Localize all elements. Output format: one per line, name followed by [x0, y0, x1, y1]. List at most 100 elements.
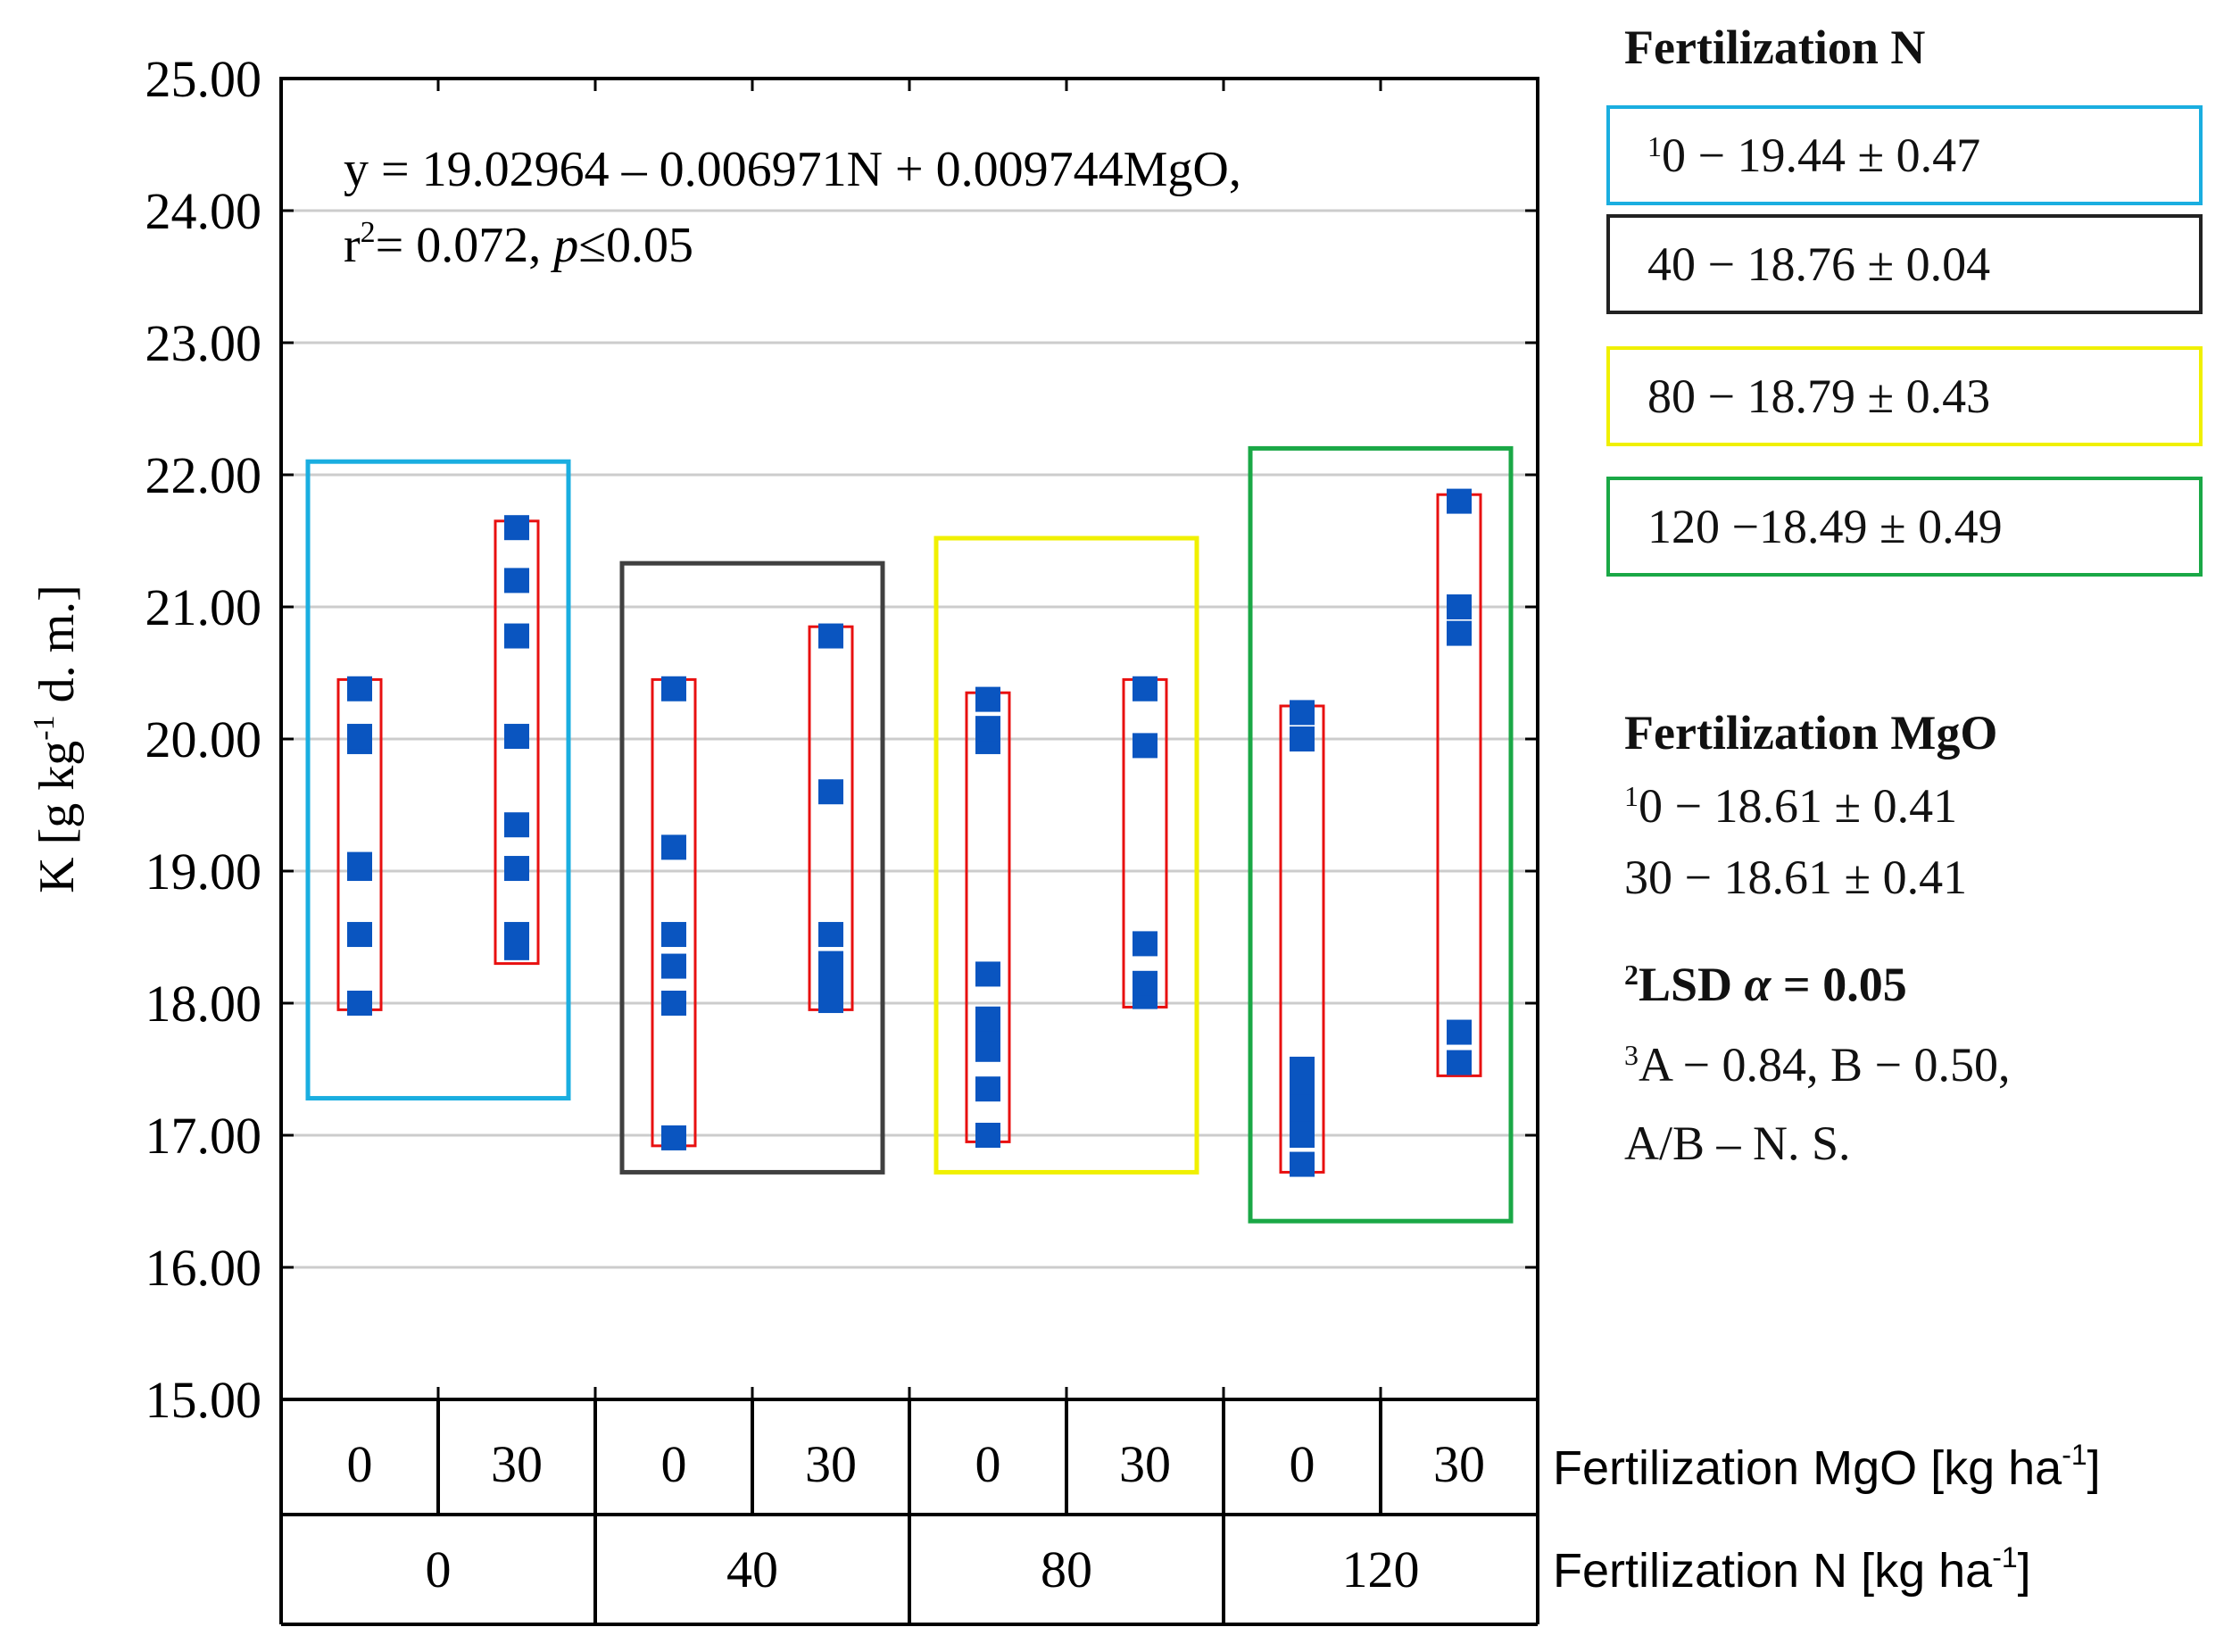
legend-n-entry-3: 120 −18.49 ± 0.49	[1606, 477, 2203, 577]
data-point	[975, 686, 1000, 712]
data-point	[1447, 620, 1472, 646]
p-value: ≤0.05	[578, 218, 693, 273]
lsd-line-3: 3A − 0.84, B − 0.50,	[1624, 1037, 2010, 1092]
lsd-title: 2LSD α = 0.05	[1624, 957, 1907, 1012]
y-axis-label-sup: -1	[28, 715, 61, 740]
legend-mgo-title: Fertilization MgO	[1624, 706, 1998, 760]
n-category-label: 40	[726, 1540, 778, 1598]
data-point	[347, 851, 372, 877]
y-tick-label: 21.00	[145, 578, 262, 636]
axis-ticks: 15.00 16.00 17.00 18.00 19.00 20.00 21.00 22.00…	[145, 50, 1538, 1429]
data-point	[347, 724, 372, 750]
legend-mgo-line-1-text: 0 − 18.61 ± 0.41	[1639, 779, 1958, 833]
n-axis-label-sup: -1	[1992, 1541, 2017, 1573]
data-point	[347, 991, 372, 1016]
y-tick-label: 18.00	[145, 975, 262, 1033]
data-point	[818, 922, 843, 948]
y-tick-label: 22.00	[145, 446, 262, 504]
data-point	[818, 623, 843, 649]
grid-lines	[281, 209, 1538, 1269]
data-point	[818, 975, 843, 1000]
data-point	[818, 951, 843, 976]
data-point	[661, 676, 686, 701]
n-axis-label-main: Fertilization N [kg ha	[1553, 1544, 1993, 1598]
data-point	[1447, 1050, 1472, 1075]
n-axis-label-close: ]	[2018, 1544, 2031, 1598]
data-point	[504, 568, 529, 594]
mgo-category-label: 30	[491, 1435, 543, 1493]
data-point	[661, 953, 686, 979]
legend-n-title: Fertilization N	[1624, 21, 1926, 74]
y-tick-label: 17.00	[145, 1107, 262, 1165]
data-point	[975, 716, 1000, 742]
legend-n-entry-2-text: 80 − 18.79 ± 0.43	[1647, 369, 1991, 423]
data-point	[1290, 700, 1315, 726]
data-point	[1133, 733, 1157, 759]
y-axis-label-main: K [g kg	[29, 741, 85, 893]
range-box	[1436, 493, 1482, 1077]
mgo-category-label: 0	[975, 1435, 1001, 1493]
data-point	[661, 991, 686, 1016]
data-point	[818, 779, 843, 805]
mgo-category-label: 30	[1119, 1435, 1171, 1493]
data-point	[1447, 594, 1472, 619]
legend-n-entry-2: 80 − 18.79 ± 0.43	[1606, 346, 2203, 446]
data-point	[975, 1036, 1000, 1062]
data-point	[975, 1076, 1000, 1102]
legend-mgo-line-1: 10 − 18.61 ± 0.41	[1624, 778, 1957, 834]
legend-n-entry-0-text: 0 − 19.44 ± 0.47	[1662, 129, 1981, 182]
y-tick-label: 24.00	[145, 182, 262, 240]
lsd-label: LSD	[1639, 958, 1745, 1011]
equation-text: y = 19.02964 – 0.006971N + 0.009744MgO,	[344, 142, 1241, 197]
mgo-category-label: 0	[347, 1435, 373, 1493]
data-point	[504, 623, 529, 649]
r2-sup: 2	[361, 216, 376, 249]
data-point	[975, 1006, 1000, 1032]
data-point	[1447, 488, 1472, 514]
r2-text: r2= 0.072, p≤0.05	[344, 216, 693, 273]
mgo-axis-label-main: Fertilization MgO [kg ha	[1553, 1441, 2062, 1495]
data-point	[1290, 1151, 1315, 1177]
data-point	[1447, 1019, 1472, 1045]
y-tick-label: 25.00	[145, 50, 262, 108]
data-point	[347, 922, 372, 948]
lsd-sup: 2	[1624, 959, 1639, 991]
range-box	[1122, 677, 1168, 1009]
category-table: 0 30 0 30 0 30 0 30 0 40 80 120	[279, 1399, 1539, 1626]
legend-mgo-line-1-sup: 1	[1624, 780, 1639, 812]
data-point	[1290, 1057, 1315, 1082]
lsd-line-3-text: A − 0.84, B − 0.50,	[1639, 1038, 2011, 1092]
n-group-boxes	[305, 445, 1514, 1224]
data-point	[661, 1125, 686, 1150]
n-axis-label: Fertilization N [kg ha-1]	[1553, 1541, 2031, 1598]
legend-n-entry-3-text: 120 −18.49 ± 0.49	[1647, 500, 2003, 553]
y-axis-label-tail: d. m.]	[29, 585, 85, 715]
lsd-line-3-sup: 3	[1624, 1039, 1639, 1071]
data-point	[504, 856, 529, 882]
mgo-category-label: 0	[1290, 1435, 1315, 1493]
data-point	[1133, 931, 1157, 957]
range-box	[651, 677, 697, 1148]
mgo-category-label: 0	[661, 1435, 687, 1493]
legend-n-entry-0-sup: 1	[1647, 129, 1662, 162]
data-point	[504, 812, 529, 838]
legend-n-entry-1-text: 40 − 18.76 ± 0.04	[1647, 237, 1991, 291]
data-point	[504, 724, 529, 750]
data-point	[1133, 970, 1157, 996]
n-group-box-120	[1248, 445, 1514, 1224]
n-category-label: 120	[1342, 1540, 1420, 1598]
r2-value: = 0.072,	[376, 218, 554, 273]
n-group-box-0	[305, 459, 571, 1101]
mgo-axis-label: Fertilization MgO [kg ha-1]	[1553, 1439, 2101, 1495]
data-point	[1290, 726, 1315, 751]
data-point	[661, 834, 686, 860]
legend-mgo-line-2: 30 − 18.61 ± 0.41	[1624, 851, 1968, 904]
y-tick-label: 23.00	[145, 314, 262, 372]
r2-prefix: r	[344, 218, 361, 273]
y-tick-label: 16.00	[145, 1239, 262, 1297]
data-point	[504, 515, 529, 541]
lsd-value: = 0.05	[1771, 958, 1907, 1011]
y-axis-label: K [g kg-1 d. m.]	[28, 585, 85, 893]
